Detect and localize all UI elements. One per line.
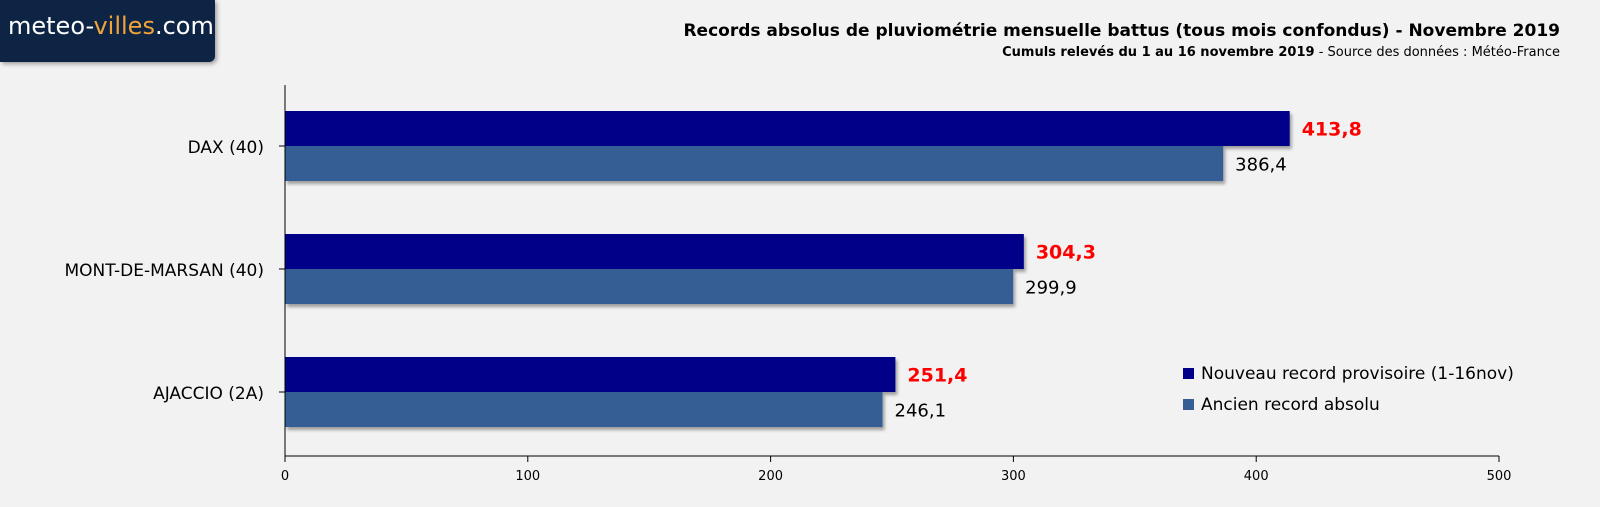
legend-label-old-record: Ancien record absolu: [1201, 395, 1380, 415]
x-tick-label: 0: [281, 469, 289, 484]
x-tick-label: 400: [1244, 469, 1269, 484]
x-tick-label: 300: [1001, 469, 1026, 484]
category-label: DAX (40): [188, 138, 264, 158]
chart-title: Records absolus de pluviométrie mensuell…: [683, 21, 1560, 41]
site-logo: meteo-villes.com: [0, 0, 215, 62]
logo-prefix: meteo-: [8, 12, 94, 40]
bar-new-record: [285, 357, 896, 392]
x-tick-label: 200: [758, 469, 783, 484]
x-tick-label: 100: [515, 469, 540, 484]
bar-new-record: [285, 234, 1024, 269]
legend-label-new-record: Nouveau record provisoire (1-16nov): [1201, 364, 1514, 384]
data-label-new-record: 251,4: [907, 365, 967, 387]
x-tick-label: 500: [1487, 469, 1512, 484]
category-label: AJACCIO (2A): [153, 384, 264, 404]
chart-subtitle: Cumuls relevés du 1 au 16 novembre 2019 …: [1002, 45, 1560, 60]
data-label-old-record: 299,9: [1025, 278, 1077, 299]
data-label-old-record: 246,1: [895, 401, 947, 422]
data-label-new-record: 304,3: [1036, 242, 1096, 264]
legend-swatch-old-record: [1183, 399, 1194, 410]
bar-old-record: [285, 269, 1014, 304]
logo-suffix: .com: [154, 12, 214, 40]
logo-accent: villes: [93, 12, 155, 40]
subtitle-rest: - Source des données : Météo-France: [1314, 45, 1560, 60]
category-label: MONT-DE-MARSAN (40): [64, 261, 264, 281]
bar-new-record: [285, 111, 1290, 146]
bar-old-record: [285, 392, 883, 427]
subtitle-strong: Cumuls relevés du 1 au 16 novembre 2019: [1002, 45, 1315, 60]
data-label-old-record: 386,4: [1235, 155, 1287, 176]
legend-swatch-new-record: [1183, 368, 1194, 379]
data-label-new-record: 413,8: [1302, 119, 1362, 141]
bar-old-record: [285, 146, 1224, 181]
